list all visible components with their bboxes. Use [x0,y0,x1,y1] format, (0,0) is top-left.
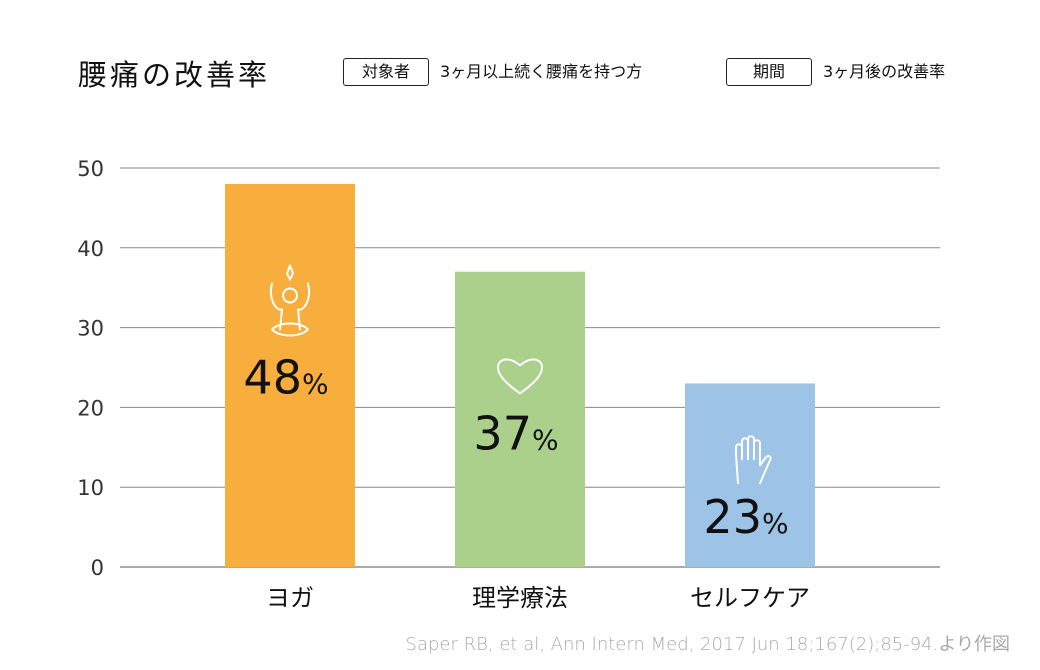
chart-title: 腰痛の改善率 [78,58,271,92]
bar-3 [685,383,815,567]
y-tick-label: 20 [77,396,104,420]
data-label-3: 23% [703,490,788,544]
heart-icon [497,358,543,395]
bar-2 [455,271,585,567]
x-tick-label: 理学療法 [472,584,568,612]
x-tick-label: セルフケア [690,584,810,612]
data-label-1: 48% [243,350,328,404]
y-tick-label: 30 [77,317,104,341]
yoga-pose-icon [270,264,310,337]
period-label-badge: 期間 [726,58,812,86]
bar-1 [225,183,355,567]
hand-icon [735,435,772,485]
source-citation: Saper RB, et al, Ann Intern Med, 2017 Ju… [405,634,1010,655]
target-label-badge: 対象者 [343,58,429,86]
x-tick-label: ヨガ [266,584,314,612]
y-tick-label: 40 [77,237,104,261]
y-tick-label: 0 [91,556,104,580]
y-tick-label: 10 [77,476,104,500]
y-tick-label: 50 [77,157,104,181]
data-label-2: 37% [473,406,558,460]
target-value: 3ヶ月以上続く腰痛を持つ方 [440,62,643,81]
period-value: 3ヶ月後の改善率 [823,62,946,81]
